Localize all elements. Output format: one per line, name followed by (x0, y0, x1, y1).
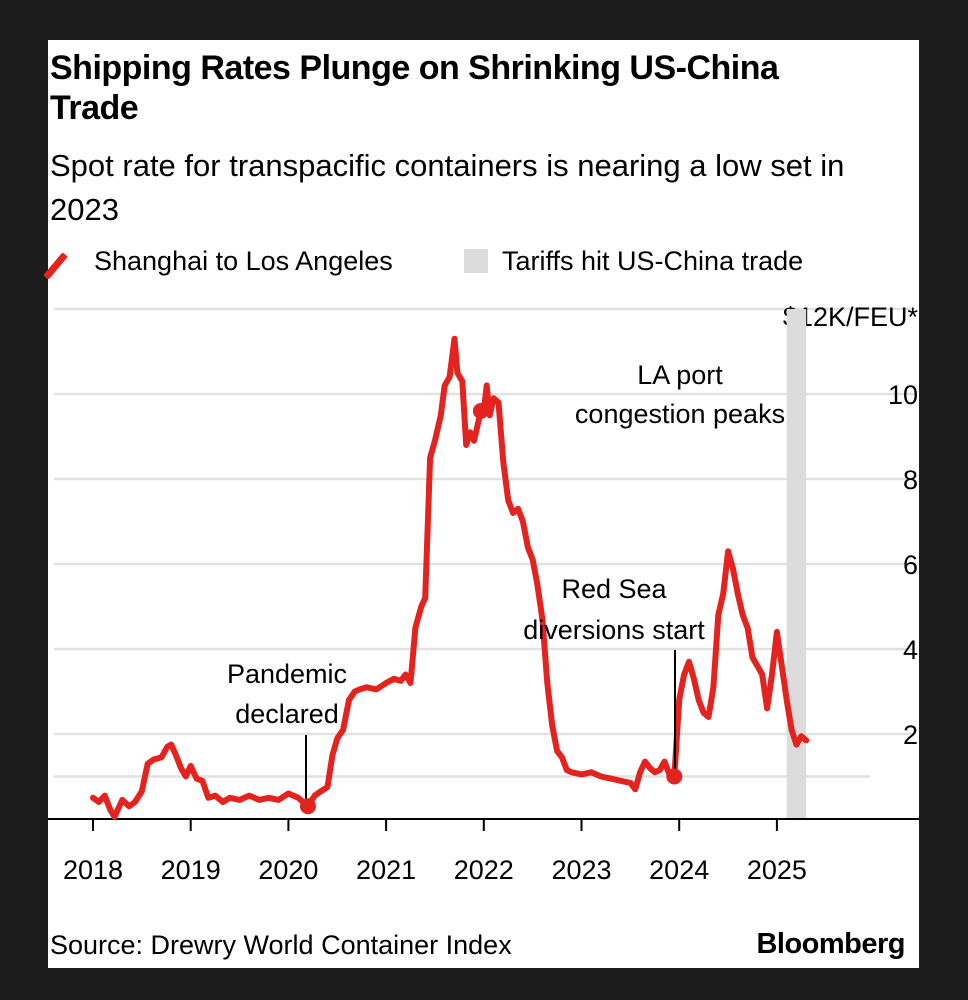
x-tick-label: 2020 (258, 855, 318, 885)
y-tick-label: 2 (903, 720, 918, 750)
legend-label-shade: Tariffs hit US-China trade (502, 246, 804, 276)
annotation-label: diversions start (523, 615, 705, 645)
source-note: Source: Drewry World Container Index (50, 930, 512, 960)
y-tick-label: 6 (903, 550, 918, 580)
y-tick-label: 4 (903, 635, 918, 665)
x-tick-label: 2023 (551, 855, 611, 885)
annotation-marker (472, 403, 489, 419)
annotation-label: Pandemic (227, 659, 347, 689)
annotation-marker (666, 768, 683, 785)
annotation-label: congestion peaks (575, 399, 785, 429)
x-tick-label: 2021 (356, 855, 416, 885)
x-tick-label: 2024 (649, 855, 709, 885)
x-tick-label: 2018 (63, 855, 123, 885)
annotation-marker (299, 798, 316, 815)
annotation-label: Red Sea (561, 574, 667, 604)
chart-subtitle: Spot rate for transpacific containers is… (50, 148, 845, 227)
chart-card: Shipping Rates Plunge on Shrinking US-Ch… (43, 40, 919, 968)
y-tick-label: 8 (903, 465, 918, 495)
x-tick-label: 2025 (747, 855, 807, 885)
y-tick-label: 10 (888, 380, 918, 410)
annotation-label: LA port (637, 360, 723, 390)
annotation-label: declared (235, 699, 339, 729)
legend-label-series: Shanghai to Los Angeles (94, 246, 393, 276)
shade-swatch-icon (464, 249, 488, 273)
chart-title: Shipping Rates Plunge on Shrinking US-Ch… (50, 49, 779, 127)
x-tick-label: 2022 (454, 855, 514, 885)
x-tick-label: 2019 (161, 855, 221, 885)
brand-logo: Bloomberg (756, 928, 905, 960)
tariff-shaded-region (786, 309, 807, 819)
